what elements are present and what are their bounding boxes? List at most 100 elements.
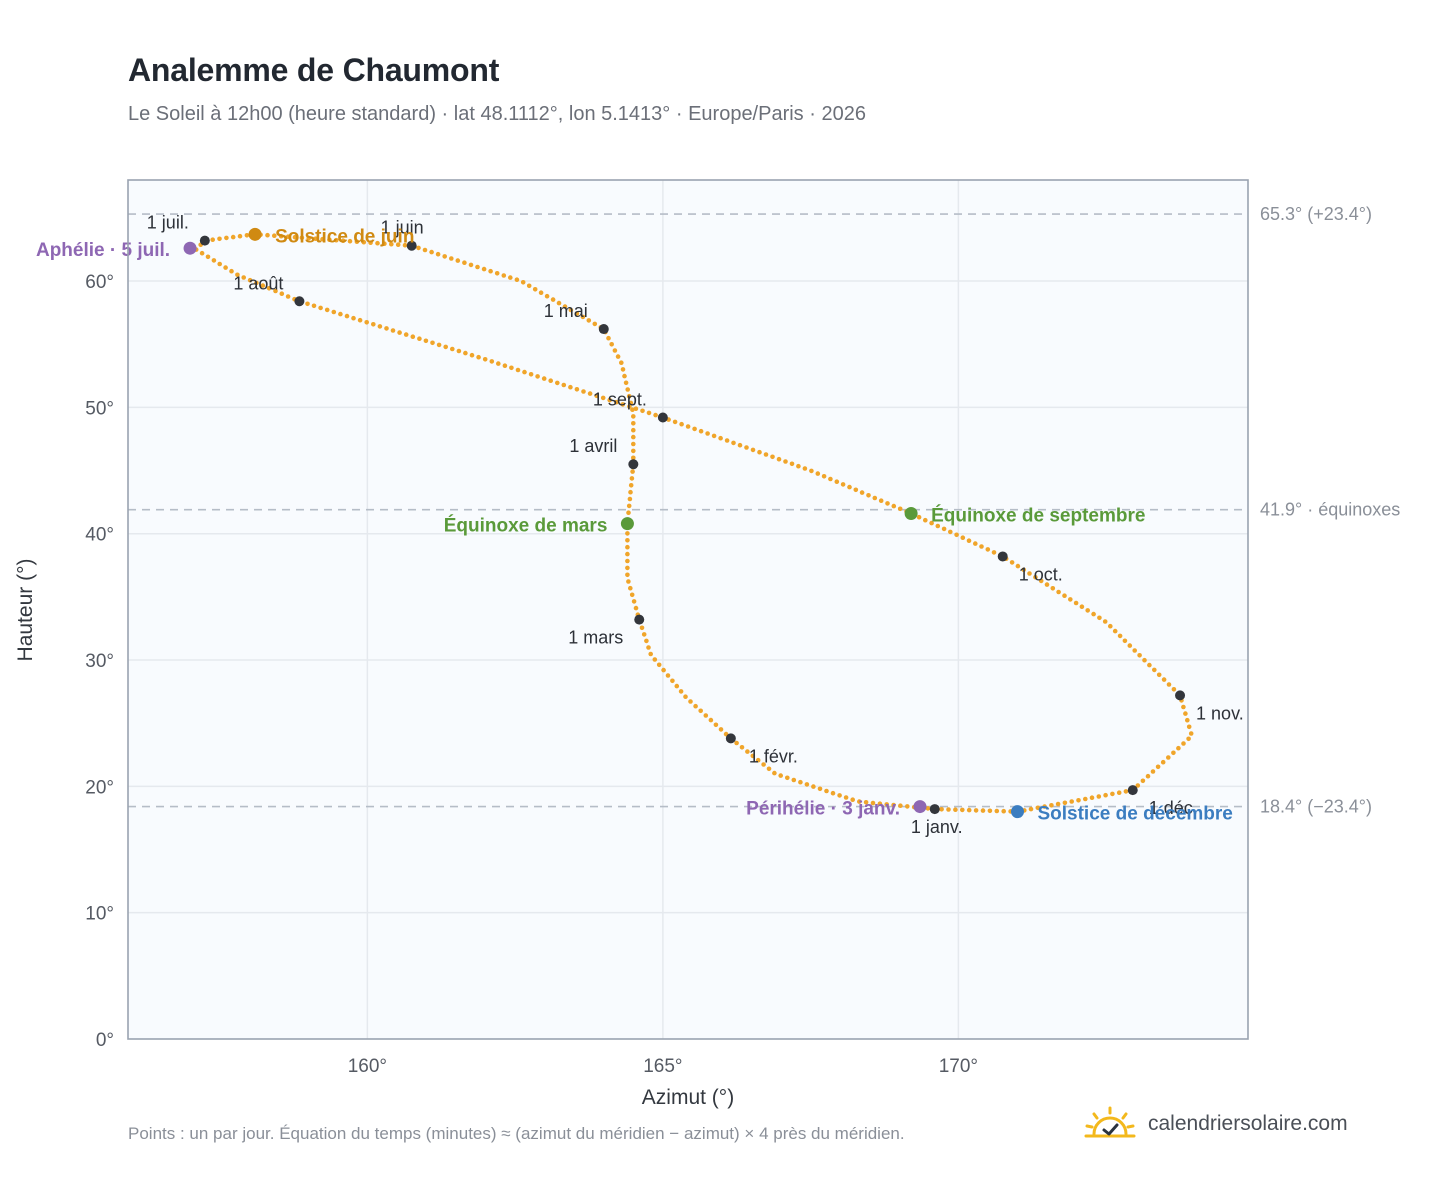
axis-ticks: 160° 165° 170° 0° 10° 20° 30° 40° 50° 60°	[85, 272, 978, 1077]
daily-point	[429, 249, 434, 255]
daily-point	[670, 678, 675, 684]
footnote: Points : un par jour. Équation du temps …	[128, 1124, 905, 1143]
daily-point	[626, 503, 632, 509]
daily-point	[620, 367, 626, 372]
month-label: 1 sept.	[593, 389, 647, 409]
sun-check-icon	[1084, 1106, 1136, 1138]
daily-point	[1015, 563, 1021, 569]
daily-point	[625, 544, 630, 550]
daily-point	[615, 354, 621, 359]
daily-point	[857, 799, 862, 804]
daily-point	[811, 784, 816, 789]
daily-point	[241, 275, 246, 280]
daily-point	[614, 399, 619, 405]
daily-point	[430, 340, 435, 346]
daily-point	[935, 523, 941, 529]
month-point	[406, 240, 417, 251]
daily-point	[230, 234, 236, 240]
event-label: Solstice de juin	[275, 226, 414, 247]
daily-point	[631, 455, 636, 461]
daily-point	[1103, 792, 1108, 798]
daily-point	[450, 346, 455, 352]
daily-point	[665, 673, 671, 678]
daily-point	[514, 277, 520, 283]
daily-point	[763, 452, 769, 457]
daily-point	[802, 466, 808, 471]
daily-point	[693, 703, 698, 709]
daily-point	[776, 456, 782, 462]
daily-point	[389, 241, 394, 247]
daily-point	[449, 256, 454, 261]
brand-text: calendriersolaire.com	[1148, 1112, 1348, 1135]
daily-point	[629, 476, 635, 481]
daily-point	[960, 535, 966, 540]
daily-point	[509, 365, 514, 371]
daily-point	[692, 426, 697, 432]
daily-point	[265, 232, 270, 238]
event-point	[620, 517, 634, 531]
daily-point	[866, 493, 871, 498]
daily-point	[244, 233, 250, 238]
daily-point	[652, 657, 658, 662]
daily-point	[840, 482, 846, 487]
daily-point	[217, 261, 222, 267]
daily-point	[628, 483, 634, 488]
daily-point	[476, 354, 481, 360]
daily-point	[417, 336, 422, 342]
daily-point	[626, 579, 631, 584]
daily-point	[422, 247, 428, 253]
daily-point	[1110, 791, 1115, 797]
daily-point	[299, 235, 305, 240]
daily-point	[211, 258, 217, 263]
daily-point	[587, 391, 593, 396]
daily-point	[538, 290, 544, 296]
daily-point	[1188, 731, 1194, 736]
daily-point	[568, 307, 574, 313]
daily-point	[755, 757, 761, 763]
daily-point	[739, 745, 745, 750]
brand-logo[interactable]: calendriersolaire.com	[1084, 1104, 1348, 1144]
daily-point	[548, 378, 553, 384]
daily-point	[639, 625, 645, 631]
event-label: Périhélie · 3 janv.	[746, 799, 900, 820]
daily-point	[235, 272, 240, 278]
daily-point	[872, 495, 878, 501]
daily-point	[809, 468, 814, 474]
daily-point	[625, 558, 630, 564]
daily-point	[815, 471, 821, 476]
month-label: 1 avril	[569, 436, 617, 456]
daily-point	[698, 428, 704, 434]
daily-point	[897, 506, 903, 512]
daily-point	[292, 234, 298, 240]
daily-point	[377, 324, 383, 329]
daily-point	[847, 484, 852, 490]
daily-point	[217, 236, 222, 242]
daily-point	[627, 404, 632, 409]
daily-point	[594, 393, 599, 399]
daily-point	[612, 348, 618, 353]
daily-point	[824, 788, 829, 794]
daily-point	[397, 330, 402, 335]
grid-lines	[128, 180, 1248, 1039]
x-axis-title: Azimut (°)	[642, 1086, 734, 1109]
daily-point	[528, 372, 534, 377]
month-label: 1 juin	[381, 218, 424, 238]
daily-point	[496, 361, 501, 366]
daily-point	[631, 414, 636, 419]
daily-point	[285, 294, 291, 299]
daily-point	[1140, 778, 1146, 784]
daily-point	[772, 770, 777, 776]
daily-point	[435, 251, 441, 257]
daily-point	[948, 529, 953, 535]
daily-point	[260, 283, 266, 288]
daily-point	[1181, 704, 1186, 710]
daily-point	[600, 395, 606, 401]
y-tick-label: 40°	[85, 525, 114, 546]
daily-point	[1055, 801, 1061, 807]
daily-point	[828, 476, 833, 482]
daily-point	[515, 367, 521, 373]
daily-point	[711, 433, 717, 439]
daily-point	[1097, 615, 1102, 621]
daily-point	[462, 260, 467, 266]
month-label: 1 mars	[568, 628, 623, 648]
